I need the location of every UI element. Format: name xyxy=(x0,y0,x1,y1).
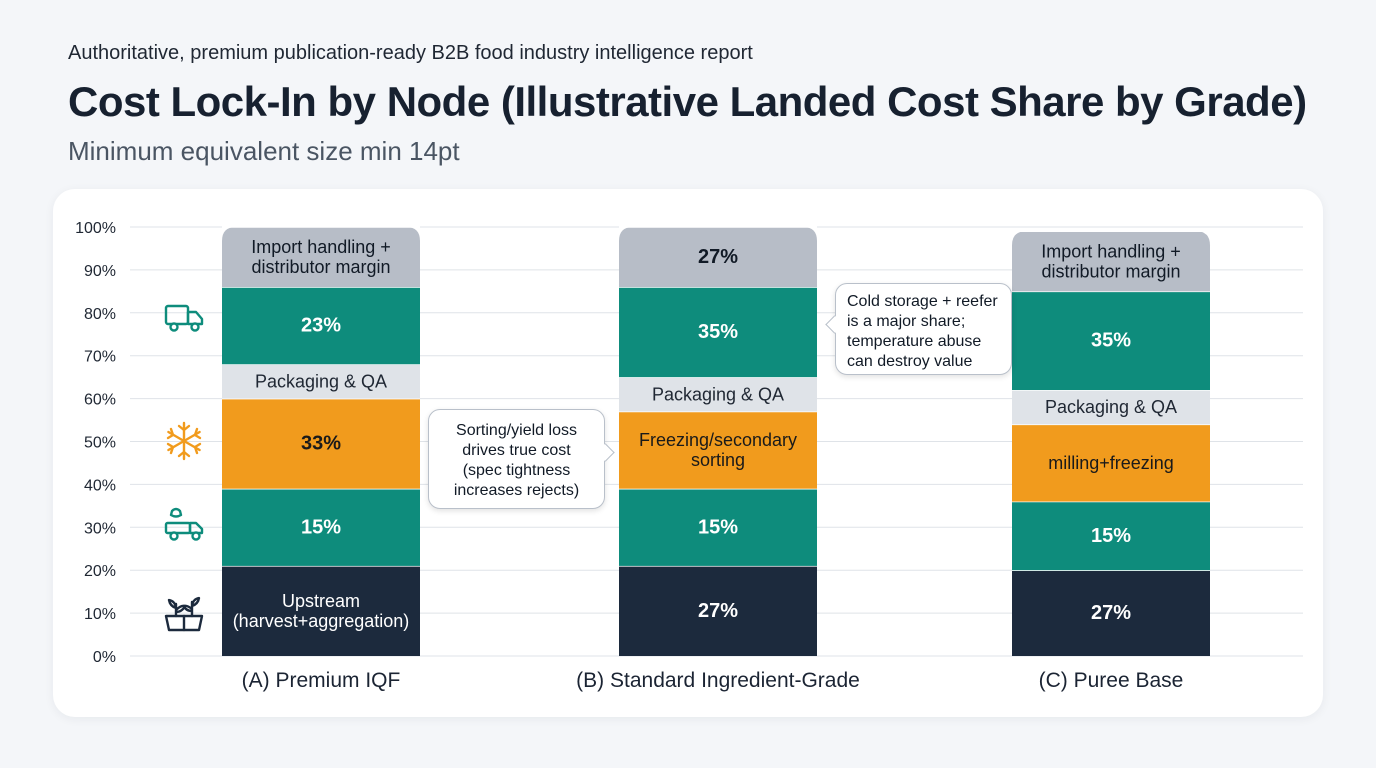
x-category-label: (B) Standard Ingredient-Grade xyxy=(576,669,860,692)
bar-segment-processing xyxy=(222,398,420,489)
page-title: Cost Lock-In by Node (Illustrative Lande… xyxy=(68,78,1307,125)
y-tick-label: 80% xyxy=(84,306,116,323)
segment-label: 23% xyxy=(301,315,341,337)
callout-sorting-yield-loss: Sorting/yield loss drives true cost (spe… xyxy=(428,409,615,509)
segment-label: Upstream xyxy=(282,591,360,611)
segment-label: 15% xyxy=(698,516,738,538)
bar-segment-import-distribution xyxy=(1012,231,1210,292)
farm-truck-icon xyxy=(162,503,206,547)
y-tick-label: 40% xyxy=(84,477,116,494)
segment-label: Packaging & QA xyxy=(255,371,387,391)
y-tick-label: 0% xyxy=(93,649,116,666)
bar-segment-upstream xyxy=(222,565,420,656)
bar-segment-packaging-qa xyxy=(222,364,420,399)
bar-segment-processing xyxy=(1012,424,1210,502)
segment-label: Packaging & QA xyxy=(652,384,784,404)
x-category-label: (A) Premium IQF xyxy=(242,669,401,692)
segment-label: (harvest+aggregation) xyxy=(233,611,410,631)
snowflake-icon xyxy=(162,419,206,463)
bar-segment-upstream xyxy=(619,565,817,656)
stacked-bar-chart: 0% 10% 20% 30% 40% 50% 60% 70% 80% 90% 100% Upstrea… xyxy=(75,220,1303,692)
sprout-icon xyxy=(162,590,206,634)
y-tick-label: 50% xyxy=(84,435,116,452)
delivery-truck-icon xyxy=(162,296,206,340)
bar-segment-transport-to-plant xyxy=(1012,501,1210,571)
segment-label: sorting xyxy=(691,450,745,470)
y-tick-label: 30% xyxy=(84,520,116,537)
segment-label: 27% xyxy=(698,600,738,622)
segment-label: 15% xyxy=(1091,525,1131,547)
bar-segment-import-distribution xyxy=(619,227,817,288)
bar-segment-packaging-qa xyxy=(1012,390,1210,425)
segment-label: 27% xyxy=(698,246,738,268)
segment-label: milling+freezing xyxy=(1048,453,1174,473)
y-tick-label: 60% xyxy=(84,392,116,409)
segment-label: Freezing/secondary xyxy=(639,430,797,450)
segment-label: 35% xyxy=(698,321,738,343)
y-tick-label: 90% xyxy=(84,263,116,280)
bar-segment-upstream xyxy=(1012,570,1210,656)
segment-label: Import handling + xyxy=(1041,241,1181,261)
segment-label: distributor margin xyxy=(251,257,390,277)
page-subtitle: Minimum equivalent size min 14pt xyxy=(68,136,460,166)
bar-segment-transport-to-plant xyxy=(222,488,420,566)
x-category-label: (C) Puree Base xyxy=(1039,669,1184,692)
segment-label: 15% xyxy=(301,516,341,538)
y-tick-label: 20% xyxy=(84,563,116,580)
bar-segment-cold-chain xyxy=(1012,291,1210,391)
bar-segment-import-distribution xyxy=(222,227,420,288)
bar-segment-processing xyxy=(619,411,817,489)
bar-segment-cold-chain xyxy=(222,287,420,365)
callout-cold-storage: Cold storage + reefer is a major share; … xyxy=(825,283,1012,375)
chart-card: 0% 10% 20% 30% 40% 50% 60% 70% 80% 90% 100% Upstrea… xyxy=(53,189,1323,717)
bar-segment-packaging-qa xyxy=(619,377,817,412)
segment-label: 33% xyxy=(301,433,341,455)
y-tick-label: 70% xyxy=(84,349,116,366)
segment-label: 27% xyxy=(1091,602,1131,624)
segment-label: distributor margin xyxy=(1041,261,1180,281)
bar-segment-cold-chain xyxy=(619,287,817,378)
segment-label: Packaging & QA xyxy=(1045,397,1177,417)
y-tick-label: 10% xyxy=(84,606,116,623)
bar-segment-transport-to-plant xyxy=(619,488,817,566)
report-eyebrow: Authoritative, premium publication-ready… xyxy=(68,42,753,64)
segment-label: Import handling + xyxy=(251,237,391,257)
y-tick-label: 100% xyxy=(75,220,116,237)
segment-label: 35% xyxy=(1091,330,1131,352)
